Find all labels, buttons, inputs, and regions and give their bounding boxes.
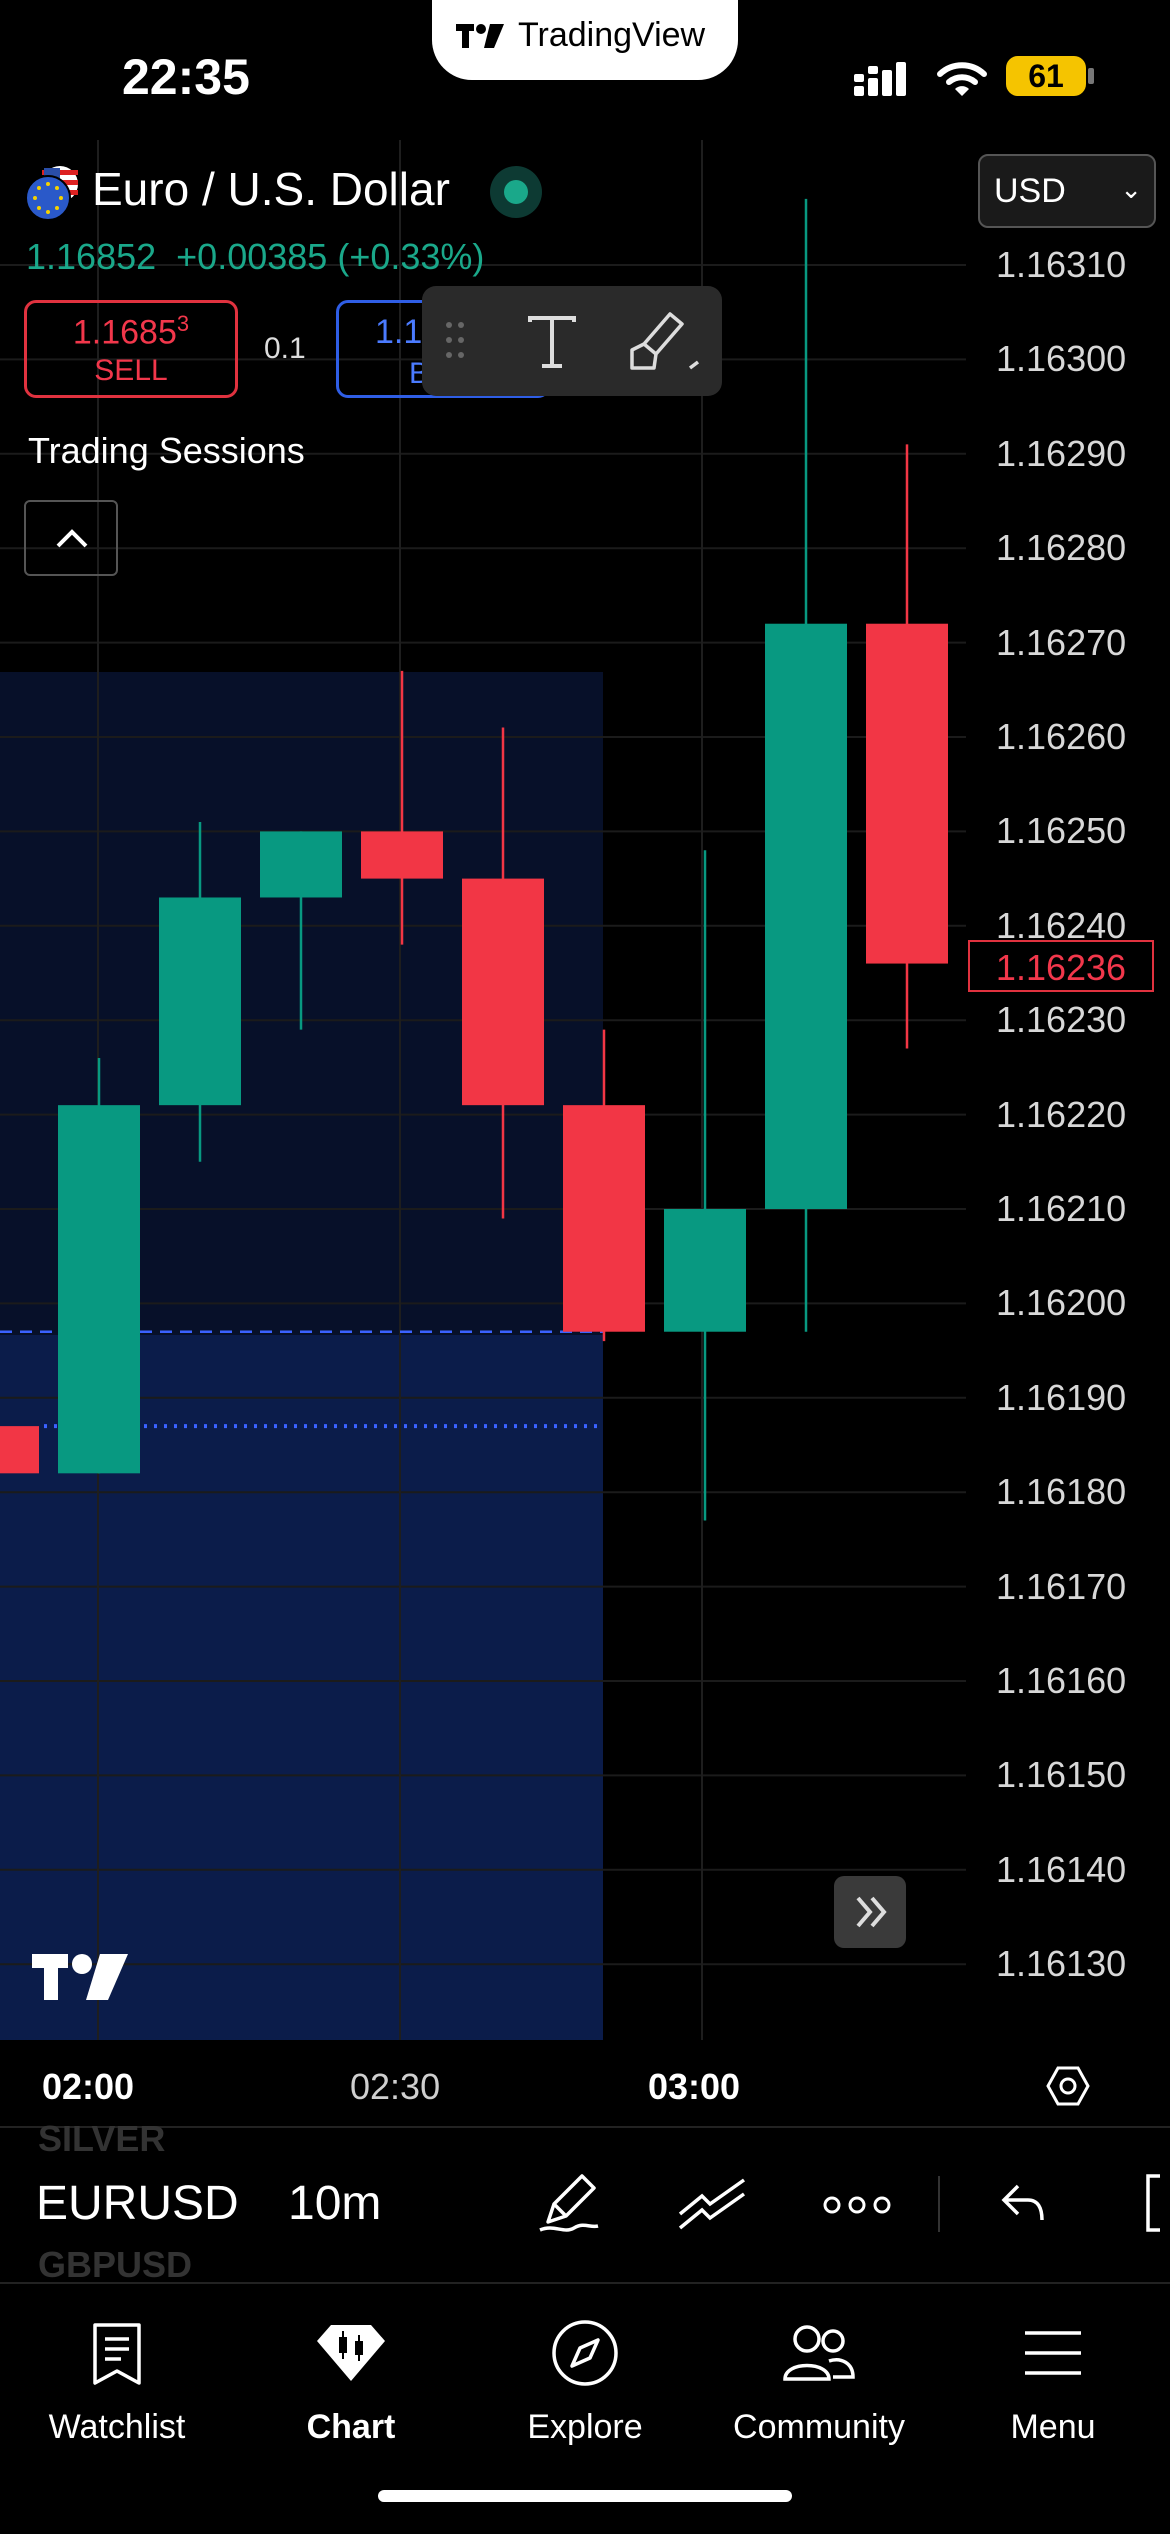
scroll-to-realtime-button[interactable] (834, 1876, 906, 1948)
market-open-indicator[interactable] (490, 166, 542, 218)
candle-body (765, 623, 847, 1209)
tradingview-logo-icon (456, 24, 504, 48)
wifi-icon (937, 62, 987, 96)
price-tick-label: 1.16170 (996, 1565, 1127, 1607)
tab-chart[interactable]: Chart (234, 2308, 468, 2447)
current-price-label: 1.16236 (968, 940, 1154, 992)
drag-handle-icon[interactable] (444, 320, 468, 360)
buy-price: 1.1 (375, 313, 423, 351)
double-chevron-right-icon (856, 1896, 887, 1928)
tab-menu[interactable]: Menu (936, 2308, 1170, 2447)
price-tick-label: 1.16280 (996, 527, 1127, 569)
candlestick-chart[interactable] (0, 140, 966, 2040)
time-tick-label: 02:30 (350, 2066, 441, 2107)
interval-picker[interactable]: 10m (288, 2177, 382, 2230)
trend-line-tool-icon[interactable] (676, 2174, 748, 2234)
tab-label: Chart (306, 2408, 396, 2446)
price-tick-label: 1.16190 (996, 1376, 1127, 1418)
candle-body (866, 623, 948, 964)
price-tick-label: 1.16220 (996, 1093, 1127, 1135)
chart-toolbar (0, 2126, 1170, 2284)
compass-icon (552, 2320, 618, 2386)
toolbar-divider (938, 2176, 940, 2232)
highlighter-tool-icon[interactable] (626, 310, 702, 374)
currency-select[interactable]: USD ⌄ (978, 154, 1156, 228)
battery-cap (1088, 68, 1094, 84)
price-tick-label: 1.16290 (996, 432, 1127, 474)
currency-value: USD (994, 172, 1066, 210)
hamburger-icon (1025, 2331, 1081, 2375)
candle-body (159, 897, 241, 1106)
cellular-signal-icon (854, 62, 906, 96)
people-icon (783, 2325, 855, 2381)
time-tick-label: 02:00 (42, 2066, 135, 2107)
sell-price-main: 1.1685 (72, 313, 177, 352)
candle-body (0, 1426, 39, 1474)
fullscreen-icon[interactable] (1136, 2172, 1170, 2234)
symbol-picker-next[interactable]: GBPUSD (38, 2244, 193, 2285)
candle-body (462, 878, 544, 1106)
chart-icon (317, 2325, 385, 2381)
price-tick-label: 1.16300 (996, 338, 1127, 380)
candle-body (664, 1209, 746, 1332)
time-tick-label: 03:00 (648, 2066, 741, 2107)
price-tick-label: 1.16270 (996, 621, 1127, 663)
tab-label: Community (733, 2408, 905, 2446)
sell-price: 1.16853 (27, 311, 235, 352)
price-change-pct: (+0.33%) (337, 236, 485, 277)
price-tick-label: 1.16130 (996, 1943, 1127, 1985)
status-time: 22:35 (122, 49, 250, 105)
tab-label: Menu (1010, 2408, 1096, 2446)
sell-label: SELL (94, 354, 168, 388)
sell-button[interactable]: 1.16853 SELL (24, 300, 238, 398)
price-tick-label: 1.16150 (996, 1754, 1127, 1796)
price-tick-label: 1.16210 (996, 1188, 1127, 1229)
last-price: 1.16852 (26, 236, 157, 277)
floating-drawing-toolbar[interactable] (422, 286, 722, 396)
home-indicator (378, 2490, 792, 2502)
tab-watchlist[interactable]: Watchlist (0, 2308, 234, 2447)
tradingview-watermark-icon (32, 1954, 128, 2000)
tab-explore[interactable]: Explore (468, 2308, 702, 2447)
battery-level: 61 (1006, 56, 1086, 96)
price-change-line: 1.16852 +0.00385 (+0.33%) (26, 236, 484, 278)
chevron-up-icon (56, 529, 88, 548)
candle-body (563, 1105, 645, 1332)
price-change: +0.00385 (176, 236, 328, 277)
candle-body (58, 1105, 140, 1474)
text-tool-icon[interactable] (526, 314, 578, 370)
chevron-down-icon: ⌄ (1120, 174, 1142, 204)
price-tick-label: 1.16230 (996, 999, 1127, 1041)
tab-label: Explore (527, 2408, 643, 2446)
collapse-indicators-button[interactable] (24, 500, 118, 576)
symbol-title[interactable]: Euro / U.S. Dollar (92, 163, 450, 215)
price-tick-label: 1.16260 (996, 716, 1127, 757)
chart-settings-icon[interactable] (1046, 2064, 1090, 2108)
price-tick-label: 1.16180 (996, 1471, 1127, 1513)
undo-icon[interactable] (998, 2180, 1050, 2224)
candle-body (260, 831, 342, 898)
price-tick-label: 1.16140 (996, 1848, 1127, 1890)
book-icon (93, 2323, 141, 2385)
bottom-tab-bar: Watchlist Chart Explore Community Menu (0, 2282, 1170, 2534)
symbol-picker-prev[interactable]: SILVER (38, 2118, 166, 2159)
eur-usd-flag-icon (25, 166, 78, 221)
indicator-label[interactable]: Trading Sessions (28, 430, 305, 471)
symbol-picker[interactable]: EURUSD (36, 2177, 239, 2230)
price-tick-label: 1.16240 (996, 904, 1127, 946)
tab-community[interactable]: Community (702, 2308, 936, 2447)
more-options-icon[interactable] (822, 2190, 892, 2220)
price-tick-label: 1.16250 (996, 810, 1127, 852)
price-tick-label: 1.16200 (996, 1282, 1127, 1324)
app-pill-label: TradingView (518, 16, 706, 54)
price-tick-label: 1.16310 (996, 244, 1127, 285)
app-pill[interactable]: TradingView (432, 0, 738, 80)
candle-body (361, 831, 443, 879)
pen-tool-icon[interactable] (534, 2168, 604, 2238)
order-quantity[interactable]: 0.1 (264, 332, 306, 365)
tab-label: Watchlist (48, 2408, 186, 2446)
price-tick-label: 1.16160 (996, 1660, 1127, 1701)
sell-price-sup: 3 (176, 311, 190, 336)
